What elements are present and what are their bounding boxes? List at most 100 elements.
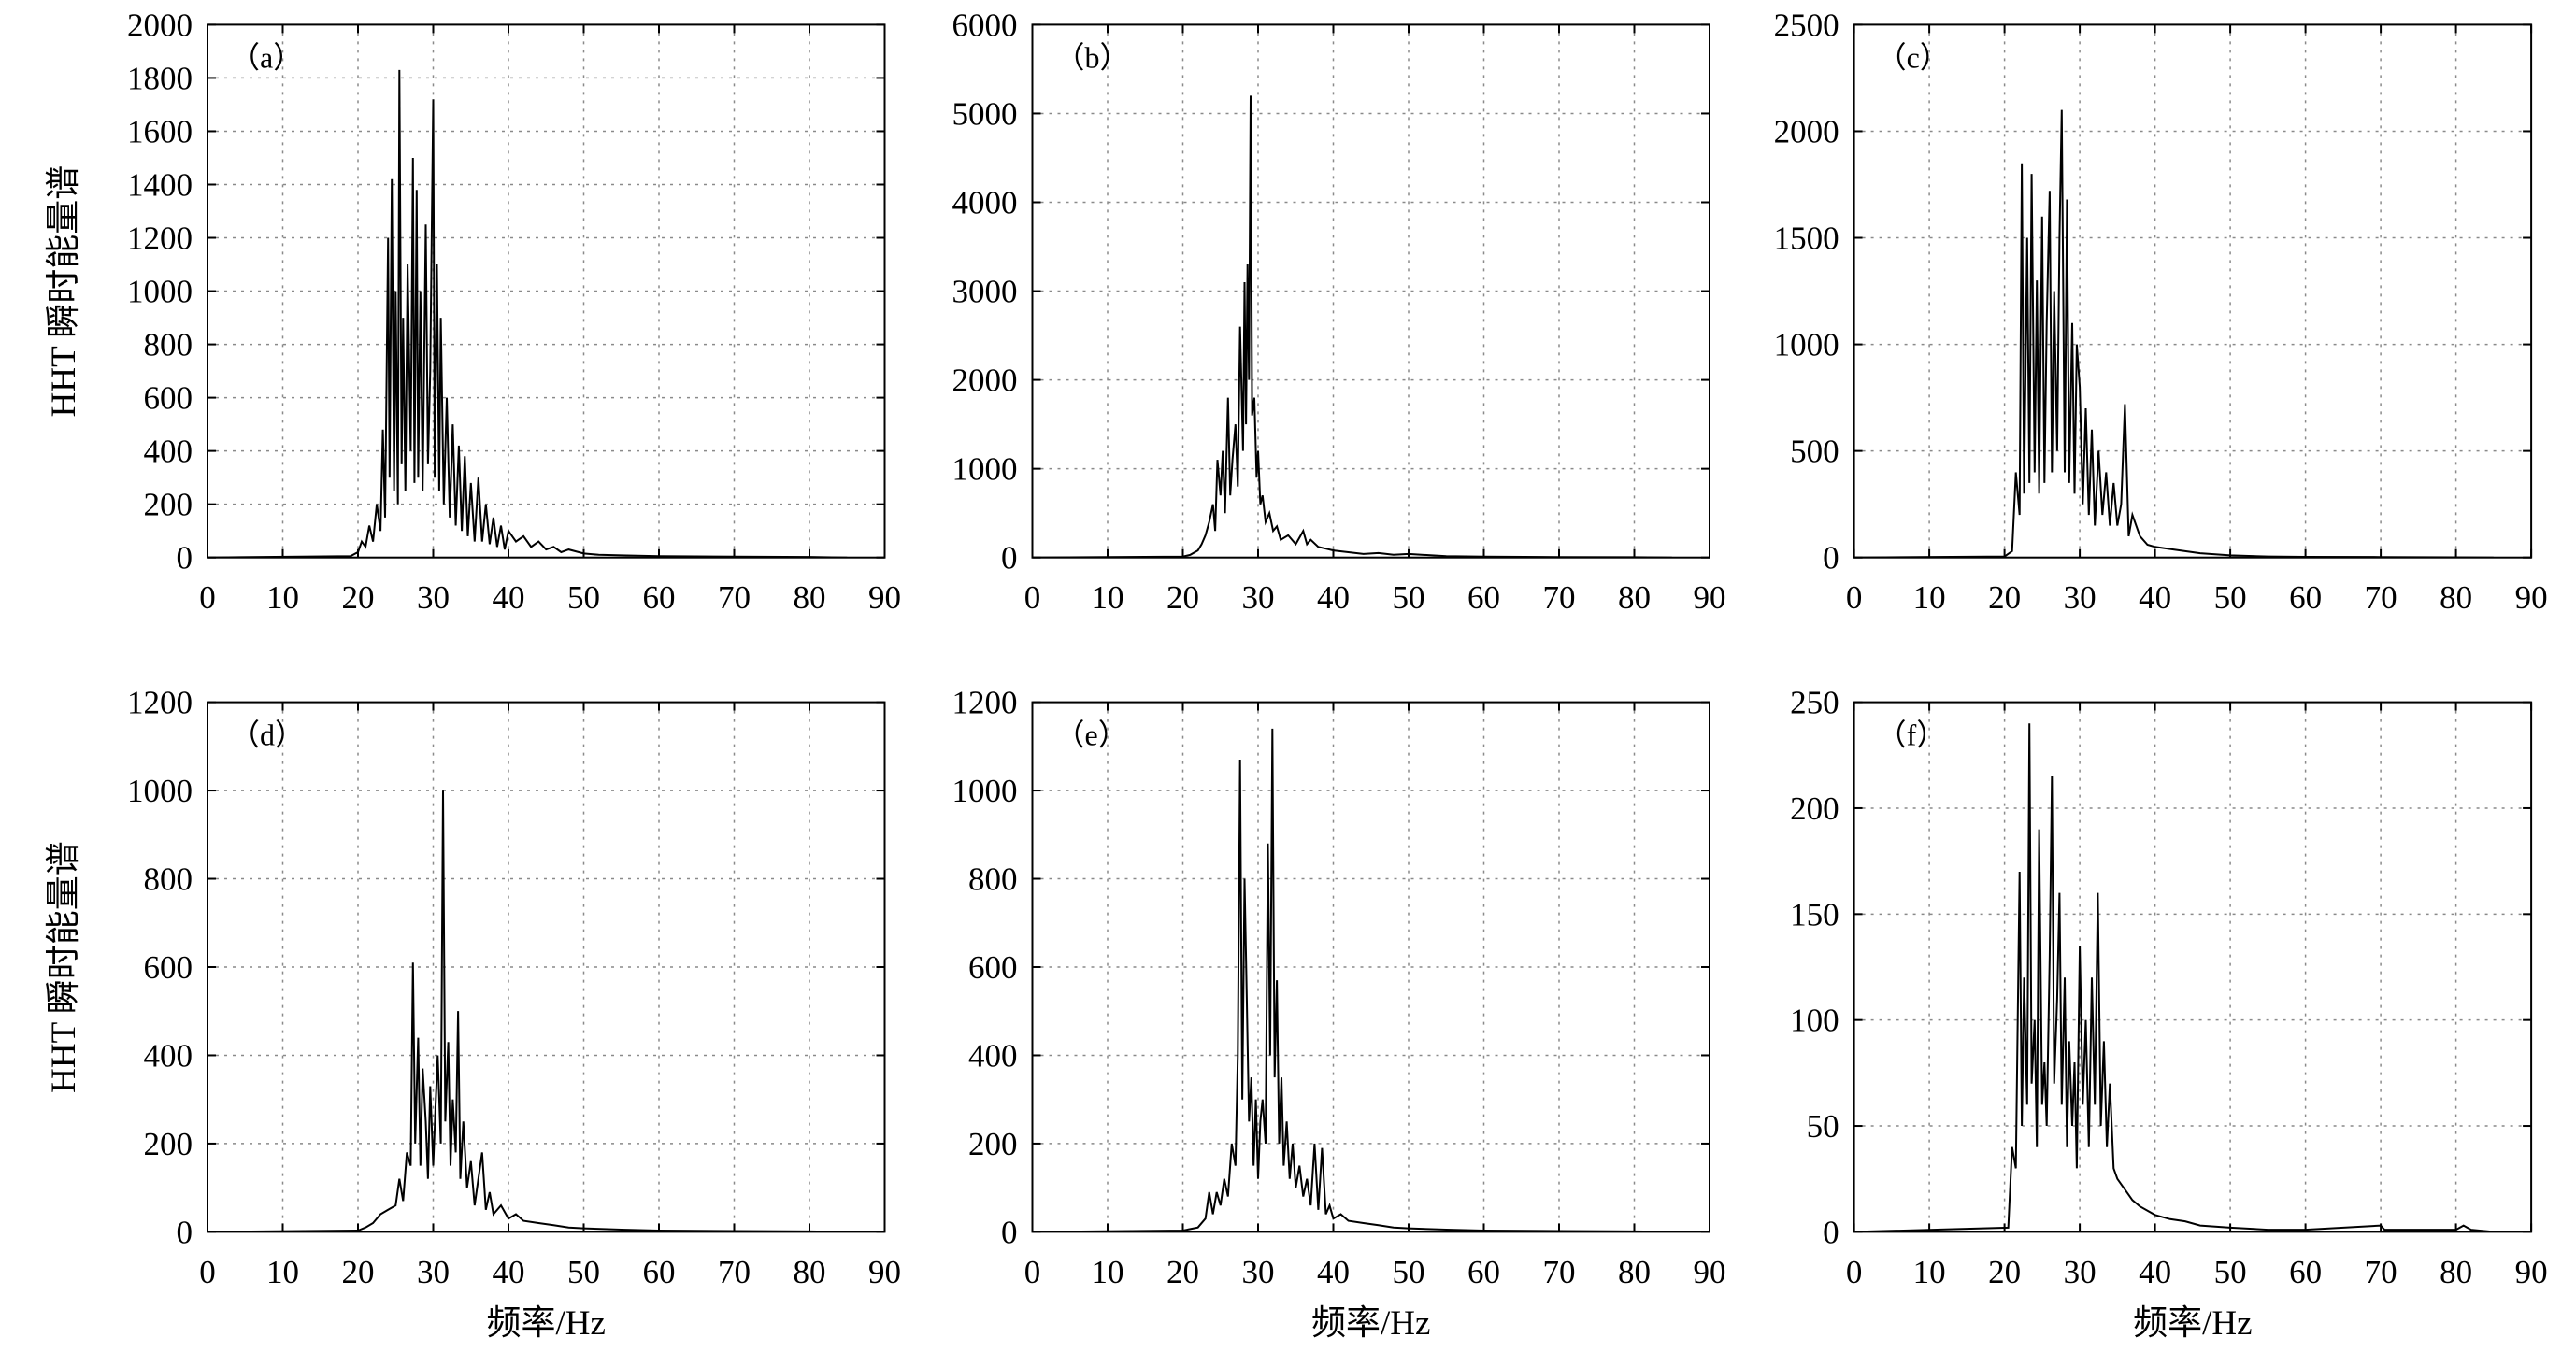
y-tick-label: 4000 (952, 185, 1018, 221)
x-tick-label: 30 (1242, 579, 1275, 616)
x-tick-label: 40 (2139, 1254, 2171, 1290)
x-tick-label: 50 (567, 1254, 600, 1290)
x-tick-label: 70 (2365, 579, 2397, 616)
panel-label: （b） (1055, 40, 1130, 74)
x-tick-label: 80 (794, 1254, 826, 1290)
subplot-b: 0 10 20 30 40 50 60 70 80 90 0 1000 2000 3000 4000 5000… (952, 7, 1726, 616)
x-tick-label: 60 (2289, 579, 2322, 616)
energy-spectrum-line (208, 69, 848, 558)
y-tick-label: 600 (144, 380, 193, 417)
panel-label: （a） (230, 40, 303, 74)
x-tick-label: 30 (417, 579, 450, 616)
x-tick-label: 20 (342, 1254, 375, 1290)
x-tick-label: 30 (417, 1254, 450, 1290)
x-tick-label: 90 (2515, 579, 2548, 616)
x-tick-label: 70 (2365, 1254, 2397, 1290)
x-tick-label: 40 (1317, 579, 1350, 616)
y-tick-label: 1800 (127, 60, 193, 96)
panel-label: （d） (230, 719, 305, 752)
y-tick-label: 1200 (127, 221, 193, 257)
y-tick-label: 800 (144, 327, 193, 363)
y-tick-label: 400 (968, 1037, 1018, 1074)
y-tick-label: 1000 (1774, 327, 1839, 363)
x-tick-label: 90 (1694, 1254, 1726, 1290)
x-tick-label: 10 (1913, 579, 1946, 616)
y-tick-label: 3000 (952, 274, 1018, 310)
x-tick-label: 0 (1846, 579, 1863, 616)
y-tick-label: 1000 (127, 773, 193, 809)
y-tick-label: 150 (1790, 896, 1839, 932)
subplot-f: 0 10 20 30 40 50 60 70 80 90 0 50 100 150 200 250 （f） 频率/… (1790, 685, 2548, 1343)
x-tick-label: 10 (266, 1254, 299, 1290)
x-tick-label: 90 (868, 1254, 901, 1290)
x-tick-label: 70 (1543, 579, 1576, 616)
x-tick-label: 80 (1618, 1254, 1651, 1290)
y-tick-label: 200 (144, 487, 193, 523)
y-tick-label: 250 (1790, 685, 1839, 721)
subplot-e: 0 10 20 30 40 50 60 70 80 90 0 200 400 600 800 1000 1200… (952, 685, 1726, 1343)
plot-frame (1853, 23, 2533, 559)
y-tick-label: 2000 (127, 7, 193, 43)
y-tick-label: 600 (144, 949, 193, 986)
x-tick-label: 70 (718, 579, 751, 616)
x-tick-label: 10 (266, 579, 299, 616)
x-tick-label: 20 (1988, 579, 2021, 616)
y-tick-label: 0 (1001, 1214, 1018, 1250)
x-tick-label: 60 (1467, 1254, 1500, 1290)
x-tick-label: 90 (2515, 1254, 2548, 1290)
x-tick-label: 10 (1913, 1254, 1946, 1290)
y-axis-label: HHT 瞬时能量谱 (44, 841, 83, 1093)
y-tick-label: 400 (144, 1037, 193, 1074)
y-tick-label: 1200 (952, 685, 1018, 721)
y-tick-label: 0 (177, 540, 193, 576)
y-tick-label: 2500 (1774, 7, 1839, 43)
x-tick-label: 10 (1092, 1254, 1124, 1290)
x-axis-label: 频率/Hz (487, 1303, 606, 1343)
x-tick-label: 50 (2214, 1254, 2247, 1290)
x-tick-label: 90 (1694, 579, 1726, 616)
x-axis-label: 频率/Hz (2133, 1303, 2252, 1343)
x-tick-label: 80 (1618, 579, 1651, 616)
x-tick-label: 80 (2440, 1254, 2472, 1290)
x-tick-label: 40 (1317, 1254, 1350, 1290)
x-tick-label: 30 (2064, 579, 2097, 616)
y-tick-label: 6000 (952, 7, 1018, 43)
y-tick-label: 0 (1001, 540, 1018, 576)
x-tick-label: 10 (1092, 579, 1124, 616)
panel-label: （f） (1877, 719, 1947, 752)
y-tick-label: 1000 (127, 274, 193, 310)
x-axis-label: 频率/Hz (1311, 1303, 1430, 1343)
x-tick-label: 0 (1024, 579, 1041, 616)
y-tick-label: 50 (1807, 1108, 1839, 1145)
y-tick-label: 5000 (952, 95, 1018, 132)
x-tick-label: 80 (2440, 579, 2472, 616)
x-tick-label: 30 (2064, 1254, 2097, 1290)
y-tick-label: 200 (144, 1126, 193, 1162)
y-tick-label: 0 (1823, 1214, 1839, 1250)
x-tick-label: 50 (2214, 579, 2247, 616)
y-tick-label: 600 (968, 949, 1018, 986)
x-tick-label: 30 (1242, 1254, 1275, 1290)
y-tick-label: 200 (968, 1126, 1018, 1162)
y-tick-label: 800 (144, 861, 193, 898)
x-tick-label: 0 (199, 579, 216, 616)
x-tick-label: 70 (1543, 1254, 1576, 1290)
x-tick-label: 60 (643, 1254, 676, 1290)
y-axis-label: HHT 瞬时能量谱 (44, 165, 83, 418)
energy-spectrum-line (1853, 109, 2494, 558)
panel-label: （c） (1877, 40, 1950, 74)
y-tick-label: 2000 (1774, 113, 1839, 149)
x-tick-label: 20 (342, 579, 375, 616)
y-tick-label: 400 (144, 434, 193, 470)
y-tick-label: 0 (177, 1214, 193, 1250)
x-tick-label: 0 (1024, 1254, 1041, 1290)
y-tick-label: 800 (968, 861, 1018, 898)
y-tick-label: 2000 (952, 363, 1018, 399)
x-tick-label: 60 (1467, 579, 1500, 616)
y-tick-label: 500 (1790, 434, 1839, 470)
panel-label: （e） (1055, 719, 1128, 752)
y-tick-label: 100 (1790, 1003, 1839, 1039)
subplot-a: 0 10 20 30 40 50 60 70 80 90 0 200 400 600 800 1000 1200… (44, 7, 901, 616)
x-tick-label: 0 (1846, 1254, 1863, 1290)
